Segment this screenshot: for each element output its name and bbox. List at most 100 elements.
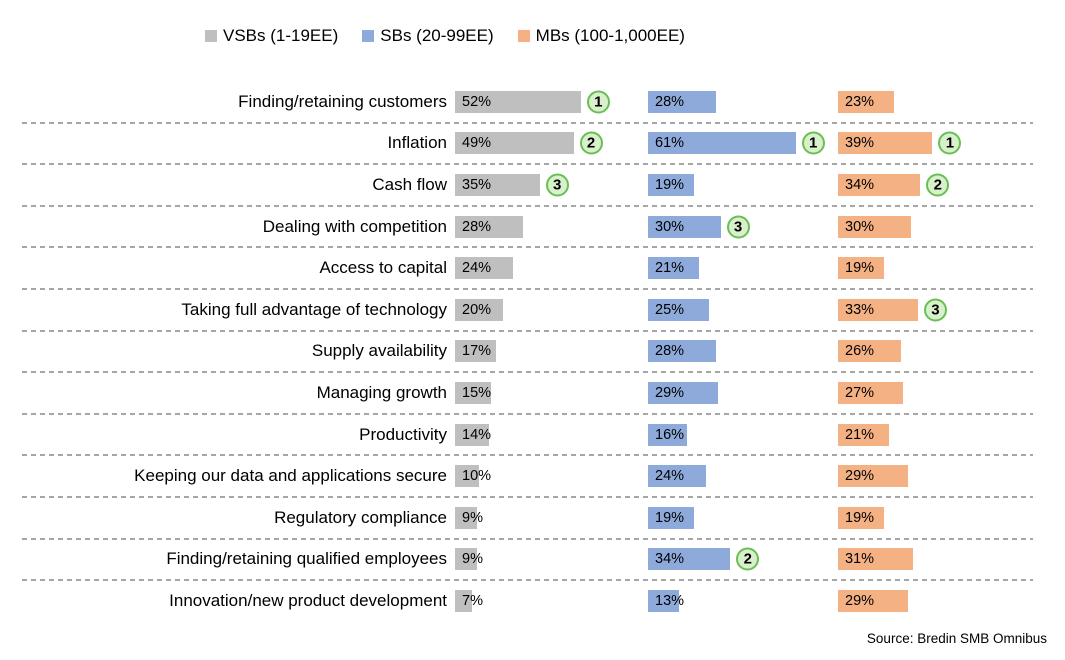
row-separator — [22, 371, 1033, 374]
bar — [838, 132, 933, 155]
rank-badge: 3 — [545, 173, 569, 197]
rank-badge: 1 — [586, 90, 610, 114]
bar-value-label: 30% — [845, 218, 875, 235]
rank-badge: 3 — [726, 215, 750, 239]
bar — [455, 298, 504, 321]
source-note: Source: Bredin SMB Omnibus — [866, 631, 1047, 646]
bar — [455, 465, 480, 488]
bar — [838, 423, 889, 446]
bar-value-label: 49% — [462, 135, 492, 152]
bar — [455, 548, 477, 571]
legend-swatch-icon — [205, 30, 217, 42]
bar-value-label: 23% — [845, 93, 875, 110]
bar-group-0: 7% — [455, 589, 483, 612]
bar-value-label: 17% — [462, 343, 492, 360]
bar-value-label: 7% — [462, 592, 483, 609]
bar — [838, 257, 884, 280]
chart-row: Dealing with competition 28% 30% 3 30% — [0, 206, 1065, 248]
bar-value-label: 26% — [845, 343, 875, 360]
chart-row: Supply availability 17% 28% 26% — [0, 331, 1065, 373]
bar-value-label: 10% — [462, 468, 492, 485]
bar — [648, 506, 694, 529]
chart-row: Access to capital 24% 21% 19% — [0, 247, 1065, 289]
category-label: Taking full advantage of technology — [181, 299, 447, 319]
chart-row: Taking full advantage of technology 20% 25… — [0, 289, 1065, 331]
bar-group-1: 25% — [648, 298, 709, 321]
bar-group-2: 34% 2 — [838, 173, 950, 197]
rank-badge: 2 — [926, 173, 950, 197]
bar-group-0: 24% — [455, 257, 514, 280]
bar-value-label: 28% — [462, 218, 492, 235]
chart-row: Regulatory compliance 9% 19% 19% — [0, 497, 1065, 539]
bar-group-2: 23% — [838, 90, 894, 113]
chart-row: Productivity 14% 16% 21% — [0, 414, 1065, 456]
bar — [455, 340, 497, 363]
bar-group-2: 27% — [838, 381, 904, 404]
row-separator — [22, 329, 1033, 332]
row-separator — [22, 454, 1033, 457]
bar-value-label: 29% — [845, 592, 875, 609]
category-label: Regulatory compliance — [274, 507, 447, 527]
rank-badge: 2 — [736, 547, 760, 571]
bar-group-2: 30% — [838, 215, 911, 238]
rank-badge: 1 — [938, 131, 962, 155]
bar — [648, 298, 709, 321]
bar — [455, 173, 540, 196]
bar — [838, 173, 921, 196]
category-label: Keeping our data and applications secure — [134, 466, 447, 486]
bar — [838, 548, 914, 571]
bar-group-1: 21% — [648, 257, 699, 280]
bar-group-0: 52% 1 — [455, 90, 610, 114]
bar — [648, 465, 707, 488]
bar-group-1: 19% — [648, 173, 694, 196]
category-label: Finding/retaining qualified employees — [166, 549, 447, 569]
category-label: Innovation/new product development — [169, 590, 447, 610]
legend-label: SBs (20-99EE) — [380, 26, 494, 45]
legend-swatch-icon — [517, 30, 530, 42]
bar — [838, 340, 901, 363]
chart-row: Cash flow 35% 3 19% 34% 2 — [0, 164, 1065, 206]
bar-value-label: 24% — [655, 468, 685, 485]
category-label: Inflation — [387, 133, 447, 153]
bar-value-label: 15% — [462, 384, 492, 401]
chart-row: Finding/retaining qualified employees 9% 3… — [0, 539, 1065, 581]
bar — [648, 589, 680, 612]
chart-row: Managing growth 15% 29% 27% — [0, 372, 1065, 414]
bar-value-label: 34% — [845, 176, 875, 193]
bar-group-2: 29% — [838, 589, 909, 612]
bar — [455, 589, 472, 612]
bar-group-0: 9% — [455, 506, 483, 529]
bar-value-label: 35% — [462, 176, 492, 193]
bar-group-2: 39% 1 — [838, 131, 962, 155]
bar-value-label: 31% — [845, 551, 875, 568]
bar-value-label: 13% — [655, 592, 685, 609]
bar-group-0: 28% — [455, 215, 523, 238]
bar-group-2: 29% — [838, 465, 909, 488]
bar — [838, 298, 918, 321]
bar-group-1: 24% — [648, 465, 707, 488]
bar-group-1: 16% — [648, 423, 687, 446]
bar-value-label: 20% — [462, 301, 492, 318]
chart-legend: VSBs (1-19EE) SBs (20-99EE) MBs (100-1,000… — [205, 26, 685, 46]
rank-badge: 2 — [579, 131, 603, 155]
bar-group-2: 26% — [838, 340, 901, 363]
bar-group-1: 29% — [648, 381, 719, 404]
legend-item-1: SBs (20-99EE) — [362, 26, 494, 46]
rank-badge: 3 — [923, 298, 947, 322]
bar-group-1: 13% — [648, 589, 684, 612]
bar-value-label: 29% — [655, 384, 685, 401]
bar-group-2: 19% — [838, 257, 884, 280]
row-separator — [22, 579, 1033, 582]
bar-value-label: 19% — [655, 509, 685, 526]
row-separator — [22, 537, 1033, 540]
chart-row: Finding/retaining customers 52% 1 28% 23% — [0, 81, 1065, 123]
bar-group-0: 14% — [455, 423, 491, 446]
legend-item-2: MBs (100-1,000EE) — [517, 26, 685, 46]
row-separator — [22, 288, 1033, 290]
legend-item-0: VSBs (1-19EE) — [205, 26, 338, 46]
chart-row: Keeping our data and applications secure… — [0, 455, 1065, 497]
bar-value-label: 27% — [845, 384, 875, 401]
bar-value-label: 19% — [845, 509, 875, 526]
row-separator — [22, 412, 1033, 415]
bar-value-label: 19% — [655, 176, 685, 193]
